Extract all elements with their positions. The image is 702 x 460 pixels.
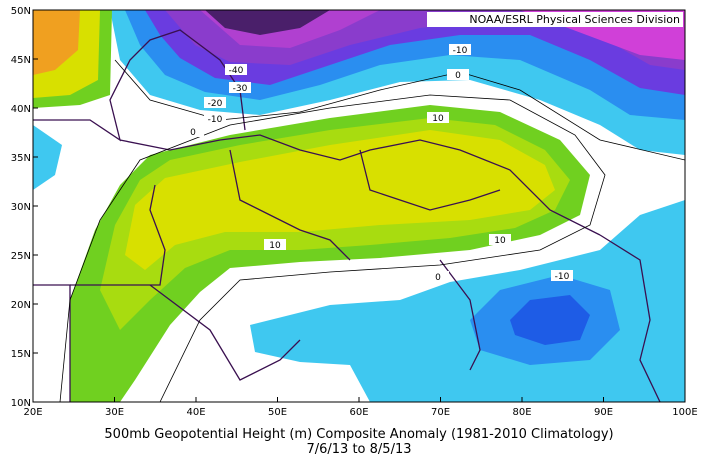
negative-core [510, 295, 590, 345]
contour-label-box [264, 239, 286, 250]
latitude-label: 15N [11, 349, 31, 360]
contour-label: -30 [233, 84, 248, 94]
contour-label-box [427, 271, 449, 282]
latitude-label: 45N [11, 55, 31, 66]
latitude-label: 40N [11, 104, 31, 115]
contour-label: 10 [432, 114, 444, 124]
contour-label: -10 [555, 272, 570, 282]
contour-label-box [489, 234, 511, 245]
negative-band [195, 10, 685, 55]
longitude-label: 20E [23, 407, 42, 418]
contour-label: -10 [208, 115, 223, 125]
latitude-label: 25N [11, 251, 31, 262]
latitude-label: 10N [11, 398, 31, 409]
negative-band [33, 125, 62, 190]
contour-label-box [427, 112, 449, 123]
contour-label: -20 [208, 99, 223, 109]
latitude-label: 20N [11, 300, 31, 311]
contour-label-box [447, 69, 469, 80]
contour-label: -10 [453, 46, 468, 56]
longitude-label: 60E [349, 407, 368, 418]
contour-label-box [204, 113, 226, 124]
longitude-label: 30E [105, 407, 124, 418]
longitude-label: 80E [512, 407, 531, 418]
contours [59, 59, 685, 402]
longitude-label: 100E [672, 407, 697, 418]
contour-label: 0 [435, 273, 441, 283]
contour-label: 10 [269, 241, 281, 251]
longitude-label: 70E [431, 407, 450, 418]
contour-label: 0 [190, 128, 196, 138]
title: 500mb Geopotential Height (m) Composite … [104, 427, 613, 442]
longitude-label: 90E [594, 407, 613, 418]
contour-label: -40 [229, 66, 244, 76]
contour-label: 0 [455, 71, 461, 81]
anomaly-fields [33, 10, 685, 402]
latitude-label: 50N [11, 6, 31, 17]
contour-label: 10 [494, 236, 506, 246]
subtitle: 7/6/13 to 8/5/13 [306, 442, 411, 457]
positive-band [33, 10, 80, 75]
contour-label-box [551, 270, 573, 281]
contour-label-box [182, 126, 204, 137]
longitude-label: 50E [268, 407, 287, 418]
credit: NOAA/ESRL Physical Sciences Division [469, 13, 680, 26]
contour-label-box [225, 64, 247, 75]
latitude-label: 30N [11, 202, 31, 213]
contour-label-box [449, 44, 471, 55]
credit-box [427, 12, 683, 27]
contour-label-box [204, 97, 226, 108]
longitude-label: 40E [186, 407, 205, 418]
latitude-label: 35N [11, 153, 31, 164]
contour-label-box [229, 82, 251, 93]
negative-core [205, 10, 330, 35]
